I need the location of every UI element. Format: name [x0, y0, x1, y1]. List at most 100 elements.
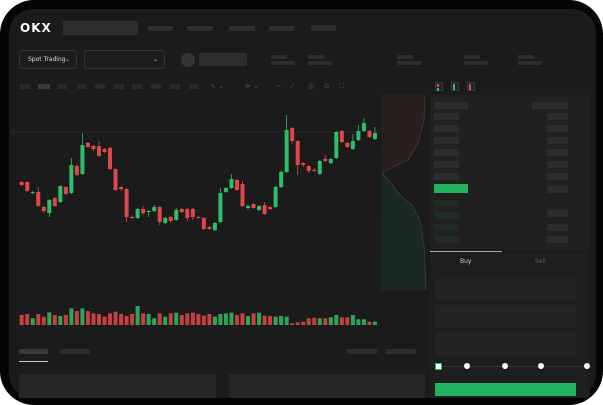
bid-amount-row[interactable] [547, 236, 568, 243]
bid-price-row[interactable] [434, 212, 459, 219]
ask-price-row[interactable] [434, 113, 459, 120]
nav-item[interactable] [269, 26, 294, 31]
ask-amount-row[interactable] [547, 173, 568, 180]
draw-tool-icon[interactable]: ⁄ [292, 82, 294, 90]
volume-bar [174, 312, 179, 325]
line-tool-icon[interactable]: ∼ [276, 82, 282, 90]
volume-bar [58, 316, 63, 325]
tab-buy[interactable]: Buy [460, 258, 472, 265]
pair-dropdown[interactable]: ⌄ [84, 50, 165, 69]
orderbook-bids-icon[interactable] [451, 82, 459, 91]
volume-bar [284, 316, 289, 325]
volume-bar [163, 316, 168, 325]
candle-body [317, 161, 322, 174]
slider-stop-100[interactable] [584, 363, 590, 369]
ask-price-row[interactable] [434, 173, 459, 180]
volume-bar [367, 321, 372, 325]
ask-amount-row[interactable] [547, 113, 568, 120]
amount-slider-track[interactable] [440, 366, 587, 367]
price-input[interactable] [435, 279, 576, 300]
indicator-icon[interactable]: ∿ ⌄ [210, 82, 224, 90]
candle-body [339, 131, 344, 142]
timeframe-button[interactable] [20, 84, 30, 89]
ask-amount-row[interactable] [547, 149, 568, 156]
orderbook-both-icon[interactable] [435, 82, 443, 91]
volume-bar [36, 314, 41, 325]
volume-bar [74, 311, 79, 325]
slider-handle[interactable] [435, 363, 442, 370]
bid-price-row[interactable] [434, 200, 459, 207]
volume-bar [234, 315, 239, 325]
timeframe-button[interactable] [132, 84, 142, 89]
timeframe-button[interactable] [95, 84, 105, 89]
tab-action[interactable] [386, 349, 416, 354]
ask-amount-row[interactable] [547, 137, 568, 144]
stat-label [271, 55, 287, 59]
stat-value [464, 61, 488, 65]
candle-body [102, 149, 107, 152]
volume-bar [212, 316, 217, 325]
tab-history[interactable] [60, 349, 90, 354]
candle-body [273, 187, 278, 207]
candle-body [334, 132, 339, 158]
stat-value [518, 61, 542, 65]
bid-price-row[interactable] [434, 224, 459, 231]
okx-logo[interactable]: OKX [20, 21, 52, 35]
ask-amount-row[interactable] [547, 161, 568, 168]
slider-stop-25[interactable] [464, 363, 470, 369]
volume-bar [196, 314, 201, 325]
fullscreen-icon[interactable]: ⛶ [339, 82, 344, 90]
ask-price-row[interactable] [434, 137, 459, 144]
volume-bar [323, 318, 328, 325]
candle-body [246, 206, 251, 208]
bid-amount-row[interactable] [547, 224, 568, 231]
candle-body [251, 204, 256, 208]
slider-stop-75[interactable] [538, 363, 544, 369]
timeframe-button[interactable] [170, 84, 180, 89]
buy-button[interactable] [435, 383, 576, 396]
bid-price-row[interactable] [434, 236, 459, 243]
orderbook-header-price [434, 102, 468, 109]
volume-bar [168, 313, 173, 325]
timeframe-button[interactable] [114, 84, 124, 89]
candle-body [113, 169, 118, 190]
candle-body [119, 187, 124, 189]
spot-trading-dropdown[interactable]: Spot Trading ⌄ [19, 50, 77, 69]
amount-input[interactable] [435, 305, 576, 328]
ask-amount-row[interactable] [547, 186, 568, 193]
tab-action[interactable] [347, 349, 377, 354]
ask-price-row[interactable] [434, 149, 459, 156]
search-bar[interactable] [63, 21, 138, 35]
camera-icon[interactable]: ◎ [308, 82, 315, 90]
nav-item[interactable] [148, 26, 173, 31]
total-input[interactable] [435, 332, 576, 356]
candle-body [96, 146, 101, 156]
timeframe-button[interactable] [189, 84, 199, 89]
ask-price-row[interactable] [434, 161, 459, 168]
tab-sell[interactable]: Sell [535, 258, 546, 265]
timeframe-button[interactable] [57, 84, 67, 89]
candle-body [262, 205, 267, 214]
timeframe-button-active[interactable] [38, 84, 50, 89]
nav-item[interactable] [187, 26, 213, 31]
timeframe-button[interactable] [77, 84, 87, 89]
bid-amount-row[interactable] [547, 210, 568, 217]
orderbook-asks-icon[interactable] [467, 82, 475, 91]
slider-stop-50[interactable] [502, 363, 508, 369]
nav-item[interactable] [229, 26, 255, 31]
depth-asks-line [381, 94, 426, 174]
chart-type-icon[interactable]: ⊳ ⌄ [245, 82, 259, 90]
ask-amount-row[interactable] [547, 125, 568, 132]
nav-item[interactable] [311, 25, 336, 31]
candle-body [306, 166, 311, 171]
tab-open-orders[interactable] [19, 349, 48, 354]
volume-bar [190, 312, 195, 325]
timeframe-button[interactable] [151, 84, 161, 89]
volume-bar [80, 308, 85, 325]
candle-body [257, 206, 262, 210]
settings-icon[interactable]: ⊙ [324, 82, 330, 90]
volume-bar [146, 314, 151, 325]
candle-body [350, 141, 355, 149]
ask-price-row[interactable] [434, 125, 459, 132]
